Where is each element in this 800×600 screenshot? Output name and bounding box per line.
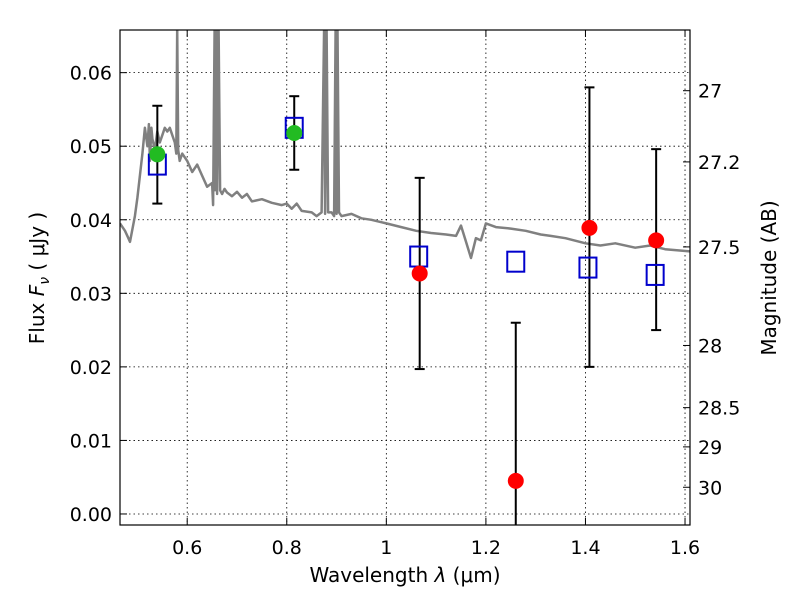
observed-point-red bbox=[507, 472, 524, 489]
observed-point-red bbox=[648, 232, 665, 249]
y2-tick-label: 29 bbox=[698, 437, 722, 459]
model-photometry-square bbox=[578, 256, 598, 279]
model-photometry-square bbox=[645, 263, 665, 286]
observed-point-green bbox=[149, 146, 166, 163]
y-tick-label: 0.00 bbox=[70, 504, 112, 526]
y2-tick-label: 28.5 bbox=[698, 398, 740, 420]
y-tick-label: 0.06 bbox=[70, 63, 112, 85]
y-axis-title: Flux Fν ( μJy ) bbox=[25, 212, 53, 344]
x-tick-label: 1.6 bbox=[670, 537, 700, 559]
y2-tick-label: 27.2 bbox=[698, 152, 740, 174]
model-spectrum-line bbox=[120, 30, 690, 260]
y-tick-label: 0.02 bbox=[70, 357, 112, 379]
observed-point-red bbox=[581, 219, 598, 236]
y2-tick-label: 27.5 bbox=[698, 237, 740, 259]
y2-tick-label: 30 bbox=[698, 477, 722, 499]
model-photometry-square bbox=[506, 250, 526, 273]
plot-frame bbox=[119, 29, 691, 526]
x-tick-label: 1.4 bbox=[570, 537, 600, 559]
x-tick-label: 0.8 bbox=[272, 537, 302, 559]
axis-ticks: 0.6 0.8 1 1.2 1.4 1.6 0.00 0.01 0.02 0.03 0.04 0.05… bbox=[70, 30, 740, 559]
plot-area bbox=[120, 30, 690, 525]
y-tick-label: 0.05 bbox=[70, 136, 112, 158]
x-tick-label: 1 bbox=[380, 537, 392, 559]
y-tick-label: 0.03 bbox=[70, 283, 112, 305]
observed-point-green bbox=[286, 124, 303, 141]
x-tick-label: 0.6 bbox=[172, 537, 202, 559]
x-axis-title: Wavelength λ (μm) bbox=[309, 563, 500, 587]
y2-axis-title: Magnitude (AB) bbox=[757, 200, 781, 355]
y2-tick-label: 27 bbox=[698, 81, 722, 103]
y-tick-label: 0.01 bbox=[70, 430, 112, 452]
x-tick-label: 1.2 bbox=[471, 537, 501, 559]
observed-point-red bbox=[411, 265, 428, 282]
y2-tick-label: 28 bbox=[698, 335, 722, 357]
y-tick-label: 0.04 bbox=[70, 210, 112, 232]
